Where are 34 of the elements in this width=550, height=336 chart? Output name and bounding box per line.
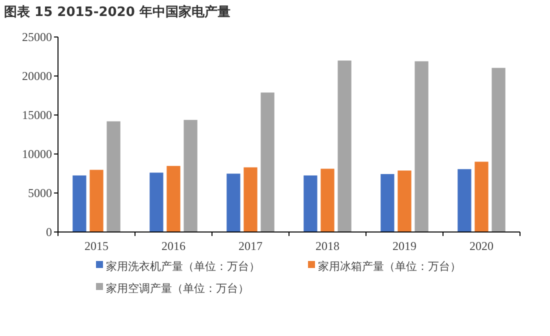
bar [166, 166, 180, 232]
bar [226, 174, 240, 232]
y-tick-label: 15000 [22, 108, 52, 122]
x-tick-label: 2017 [238, 239, 262, 253]
x-tick-label: 2016 [162, 239, 186, 253]
y-tick-label: 0 [46, 225, 52, 240]
bar [244, 167, 258, 232]
y-tick-label: 5000 [28, 186, 52, 200]
bar [72, 175, 86, 232]
y-tick-label: 25000 [22, 30, 52, 44]
bar [90, 170, 104, 232]
legend-label: 家用空调产量（单位：万台） [106, 282, 249, 295]
chart-title: 图表 15 2015-2020 年中国家电产量 [4, 4, 230, 20]
x-tick-label: 2018 [316, 239, 340, 253]
bar [260, 92, 274, 232]
bar [380, 174, 394, 232]
bar [106, 121, 120, 232]
bar [184, 120, 198, 232]
y-tick-label: 10000 [22, 147, 52, 162]
bar [320, 168, 334, 232]
legend-label: 家用冰箱产量（单位：万台） [318, 260, 461, 273]
bar [338, 60, 352, 232]
x-tick-label: 2020 [470, 239, 494, 253]
x-tick-label: 2019 [392, 239, 416, 253]
x-tick-label: 2015 [84, 239, 108, 253]
y-tick-label: 20000 [22, 69, 52, 84]
bar [474, 162, 488, 232]
bar [414, 61, 428, 232]
legend-label: 家用洗衣机产量（单位：万台） [106, 260, 260, 273]
bar [150, 172, 164, 232]
bar [458, 169, 472, 232]
bar [304, 175, 318, 232]
bar [492, 68, 506, 232]
bar [398, 170, 412, 232]
